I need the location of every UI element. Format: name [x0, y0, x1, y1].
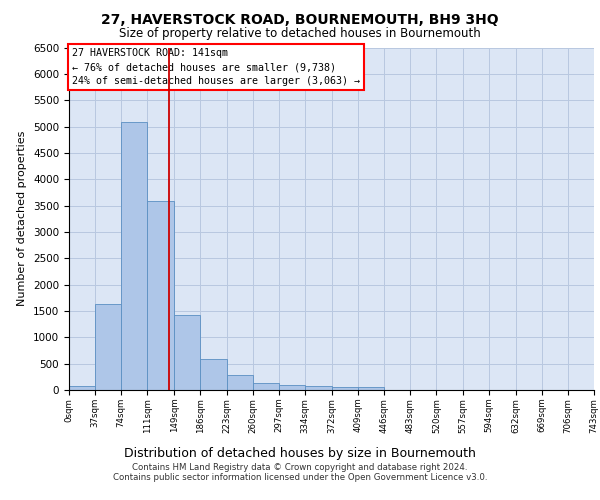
Bar [95, 304, 121, 390]
Bar [332, 387, 358, 390]
Bar [148, 202, 174, 390]
Text: 27 HAVERSTOCK ROAD: 141sqm
← 76% of detached houses are smaller (9,738)
24% of s: 27 HAVERSTOCK ROAD: 141sqm ← 76% of deta… [71, 48, 359, 86]
Bar [121, 122, 148, 390]
Bar [253, 383, 279, 390]
Bar [227, 374, 253, 390]
Bar [358, 387, 384, 390]
Text: 27, HAVERSTOCK ROAD, BOURNEMOUTH, BH9 3HQ: 27, HAVERSTOCK ROAD, BOURNEMOUTH, BH9 3H… [101, 12, 499, 26]
Bar [305, 386, 332, 390]
Y-axis label: Number of detached properties: Number of detached properties [17, 131, 28, 306]
Bar [69, 386, 95, 390]
Bar [200, 359, 227, 390]
Bar [174, 315, 200, 390]
Bar [279, 384, 305, 390]
Text: Distribution of detached houses by size in Bournemouth: Distribution of detached houses by size … [124, 448, 476, 460]
Text: Contains public sector information licensed under the Open Government Licence v3: Contains public sector information licen… [113, 472, 487, 482]
Text: Size of property relative to detached houses in Bournemouth: Size of property relative to detached ho… [119, 28, 481, 40]
Text: Contains HM Land Registry data © Crown copyright and database right 2024.: Contains HM Land Registry data © Crown c… [132, 462, 468, 471]
